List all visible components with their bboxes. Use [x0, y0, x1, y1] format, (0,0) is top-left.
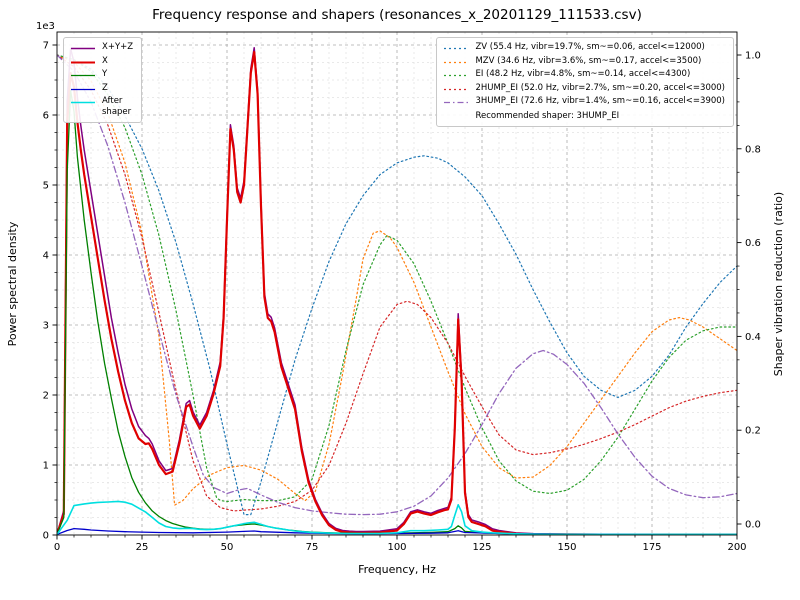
legend-shapers: ZV (55.4 Hz, vibr=19.7%, sm~=0.06, accel… [436, 37, 734, 127]
y-left-tick-label: 0 [43, 531, 49, 542]
x-tick-label: 75 [306, 542, 319, 553]
legend-entry: EI (48.2 Hz, vibr=4.8%, sm~=0.14, accel<… [443, 69, 725, 80]
legend-entry: Z [70, 83, 133, 94]
legend-label: ZV (55.4 Hz, vibr=19.7%, sm~=0.06, accel… [475, 42, 705, 52]
page-title: Frequency response and shapers (resonanc… [152, 7, 642, 23]
legend-entry: 2HUMP_EI (52.0 Hz, vibr=2.7%, sm~=0.20, … [443, 83, 725, 94]
legend-entry: MZV (34.6 Hz, vibr=3.6%, sm~=0.17, accel… [443, 56, 725, 67]
x-axis-label: Frequency, Hz [358, 563, 436, 576]
y-left-tick-label: 7 [43, 41, 49, 52]
series-curve-y [57, 89, 737, 535]
legend-entry: X [70, 56, 133, 67]
legend-label: Y [102, 69, 108, 80]
x-tick-label: 100 [387, 542, 406, 553]
legend-entry: X+Y+Z [70, 42, 133, 53]
series-curve-after-shaper [57, 500, 737, 535]
y-left-tick-label: 4 [43, 251, 49, 262]
legend-entry: ZV (55.4 Hz, vibr=19.7%, sm~=0.06, accel… [443, 42, 725, 53]
legend-entry: Y [70, 69, 133, 80]
x-tick-label: 150 [557, 542, 576, 553]
y-right-tick-label: 0.8 [745, 144, 761, 155]
series-curve-3hump-ei-72-6-hz-vibr-1-4-sm-0-16-accel-3900 [57, 54, 737, 516]
legend-swatch [71, 101, 95, 104]
legend-label: 3HUMP_EI (72.6 Hz, vibr=1.4%, sm~=0.16, … [475, 96, 725, 107]
axis-offset-text: 1e3 [36, 21, 55, 32]
y-left-tick-label: 1 [43, 461, 49, 472]
y-left-tick-label: 3 [43, 321, 49, 332]
x-tick-label: 175 [642, 542, 661, 553]
x-tick-label: 25 [136, 542, 149, 553]
legend-swatch [444, 88, 469, 90]
series-curve-x [57, 50, 737, 535]
series-curve-mzv-34-6-hz-vibr-3-6-sm-0-17-accel-3500 [57, 54, 737, 506]
legend-entry: After shaper [70, 96, 133, 118]
y-right-tick-label: 1.0 [745, 51, 761, 62]
y-right-tick-label: 0.4 [745, 332, 761, 343]
legend-psd: X+Y+Z X Y Z After shaper [63, 37, 143, 124]
recommended-shaper-text: Recommended shaper: 3HUMP_EI [475, 110, 620, 121]
legend-swatch [71, 47, 95, 50]
legend-label: MZV (34.6 Hz, vibr=3.6%, sm~=0.17, accel… [475, 55, 702, 66]
y-right-tick-label: 0.0 [745, 520, 761, 531]
legend-label: 2HUMP_EI (52.0 Hz, vibr=2.7%, sm~=0.20, … [475, 82, 725, 93]
y-right-axis-label: Shaper vibration reduction (ratio) [772, 192, 785, 376]
y-left-tick-label: 5 [43, 181, 49, 192]
legend-label: Z [102, 82, 108, 93]
legend-swatch [71, 74, 95, 77]
series-curve-ei-48-2-hz-vibr-4-8-sm-0-14-accel-4300 [57, 54, 737, 503]
x-tick-label: 50 [221, 542, 234, 553]
y-left-tick-label: 6 [43, 111, 49, 122]
y-left-tick-label: 2 [43, 391, 49, 402]
legend-swatch [444, 102, 469, 104]
x-tick-label: 125 [472, 542, 491, 553]
y-right-tick-label: 0.2 [745, 426, 761, 437]
x-tick-label: 200 [727, 542, 746, 553]
legend-label: EI (48.2 Hz, vibr=4.8%, sm~=0.14, accel<… [475, 69, 691, 80]
legend-swatch [71, 61, 95, 64]
legend-label: X [102, 55, 108, 66]
legend-entry: 3HUMP_EI (72.6 Hz, vibr=1.4%, sm~=0.16, … [443, 96, 725, 107]
legend-label: After shaper [102, 96, 132, 118]
legend-swatch [444, 61, 469, 63]
legend-swatch [444, 47, 469, 50]
series-curve-2hump-ei-52-0-hz-vibr-2-7-sm-0-20-accel-3000 [57, 54, 737, 512]
legend-label: X+Y+Z [102, 42, 134, 52]
legend-swatch [444, 74, 469, 77]
y-left-axis-label: Power spectral density [6, 221, 19, 346]
x-tick-label: 0 [54, 542, 60, 553]
legend-swatch [71, 88, 95, 90]
series-curve-zv-55-4-hz-vibr-19-7-sm-0-06-accel-12000 [57, 54, 737, 516]
y-right-tick-label: 0.6 [745, 238, 761, 249]
